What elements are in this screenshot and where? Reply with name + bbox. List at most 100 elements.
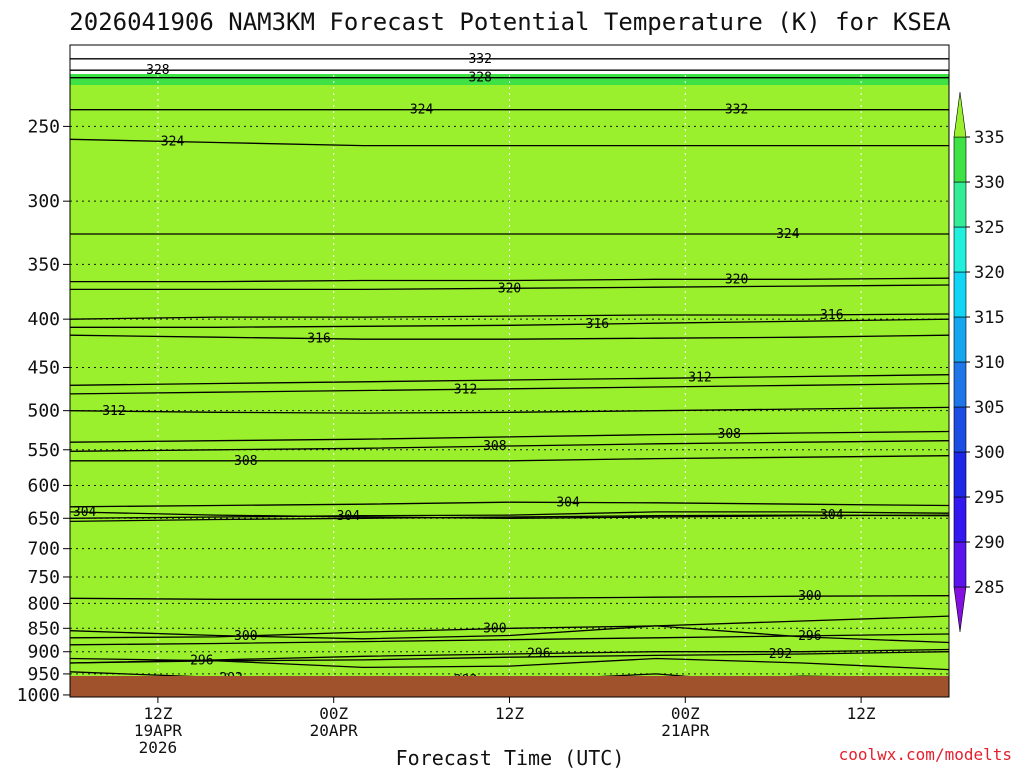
isentrope-312	[70, 382, 949, 395]
isentrope-320	[70, 284, 949, 291]
isentrope-label-316: 316	[307, 332, 330, 347]
colorbar-segment-6	[953, 316, 967, 363]
isentrope-label-320: 320	[725, 272, 748, 287]
x-tick-label-18-0: 00Z	[319, 704, 348, 723]
grid-layer	[70, 45, 949, 697]
colorbar-segment-8	[953, 226, 967, 273]
isentrope-312	[70, 374, 949, 386]
y-tick-label-650: 650	[27, 508, 60, 529]
isentrope-label-332: 332	[725, 103, 748, 118]
isentrope-304	[70, 501, 949, 508]
isentrope-316	[70, 334, 949, 340]
isentrope-label-292: 292	[769, 647, 792, 662]
x-tick-label-42-0: 00Z	[671, 704, 700, 723]
y-tick-label-1000: 1000	[17, 685, 60, 706]
isentrope-296	[70, 648, 949, 664]
isentrope-label-308: 308	[234, 454, 257, 469]
y-tick-label-850: 850	[27, 618, 60, 639]
label-layer: 2882922922922962962963003003003043043043…	[73, 52, 844, 697]
chart-title: 2026041906 NAM3KM Forecast Potential Tem…	[69, 8, 951, 36]
y-tick-label-250: 250	[27, 116, 60, 137]
isentrope-320	[70, 277, 949, 283]
colorbar-segment-0	[953, 586, 967, 633]
colorbar: 285 290 295 300 305 310 315 320 325 330 335	[953, 91, 1005, 633]
isentrope-296	[70, 657, 949, 671]
isentrope-label-300: 300	[234, 629, 257, 644]
isentrope-304	[70, 511, 949, 519]
colorbar-label-315: 315	[974, 308, 1005, 328]
y-tick-label-350: 350	[27, 254, 60, 275]
isentrope-308	[70, 455, 949, 462]
isentrope-label-328: 328	[468, 71, 491, 86]
isentrope-label-324: 324	[161, 135, 185, 150]
isentrope-300	[70, 625, 949, 644]
colorbar-label-320: 320	[974, 263, 1005, 283]
isentrope-label-316: 316	[586, 317, 609, 332]
isentrope-label-304: 304	[820, 508, 844, 523]
isentrope-label-320: 320	[498, 281, 521, 296]
y-tick-label-700: 700	[27, 539, 60, 560]
y-tick-label-950: 950	[27, 664, 60, 685]
y-tick-label-500: 500	[27, 401, 60, 422]
isentrope-label-296: 296	[798, 629, 821, 644]
isentrope-label-328: 328	[146, 63, 169, 78]
isentrope-label-324: 324	[776, 227, 800, 242]
watermark: coolwx.com/modelts	[839, 745, 1012, 764]
isentrope-label-304: 304	[556, 495, 580, 510]
isentrope-300	[70, 615, 949, 639]
isentrope-296	[70, 633, 949, 646]
isentrope-label-300: 300	[798, 589, 821, 604]
y-tick-label-550: 550	[27, 440, 60, 461]
colorbar-label-295: 295	[974, 488, 1005, 508]
isentrope-label-324: 324	[410, 103, 434, 118]
isentrope-label-316: 316	[820, 308, 843, 323]
colorbar-segment-9	[953, 181, 967, 228]
y-tick-label-800: 800	[27, 593, 60, 614]
isentrope-label-304: 304	[73, 505, 97, 520]
isentrope-304	[70, 514, 949, 523]
contour-layer	[70, 58, 949, 697]
isentrope-label-308: 308	[718, 427, 741, 442]
x-tick-label-18-1: 20APR	[310, 721, 359, 740]
isentrope-label-332: 332	[468, 52, 491, 67]
isentrope-312	[70, 406, 949, 414]
y-tick-label-750: 750	[27, 567, 60, 588]
plot-area: 2882922922922962962963003003003043043043…	[70, 45, 949, 697]
colorbar-segment-4	[953, 406, 967, 453]
y-axis: 250 300 350 400 450 500 550 600 650 700 750 800 850 9…	[17, 116, 70, 706]
colorbar-segment-7	[953, 271, 967, 318]
isentrope-label-312: 312	[688, 371, 711, 386]
colorbar-label-335: 335	[974, 128, 1005, 148]
colorbar-segment-2	[953, 496, 967, 543]
colorbar-label-285: 285	[974, 578, 1005, 598]
isentrope-label-304: 304	[337, 509, 361, 524]
colorbar-segment-10	[953, 136, 967, 183]
colorbar-segment-5	[953, 361, 967, 408]
isentrope-label-300: 300	[483, 622, 506, 637]
isentrope-label-312: 312	[454, 382, 477, 397]
fill-layer	[70, 74, 949, 697]
y-tick-label-400: 400	[27, 309, 60, 330]
colorbar-label-330: 330	[974, 173, 1005, 193]
colorbar-label-310: 310	[974, 353, 1005, 373]
x-tick-label-54-0: 12Z	[847, 704, 876, 723]
ground-surface	[70, 676, 949, 697]
x-tick-label-6-1: 19APR	[134, 721, 183, 740]
colorbar-segment-1	[953, 541, 967, 588]
colorbar-label-305: 305	[974, 398, 1005, 418]
y-tick-label-450: 450	[27, 357, 60, 378]
x-tick-label-30-0: 12Z	[495, 704, 524, 723]
x-axis-title: Forecast Time (UTC)	[396, 746, 625, 768]
y-tick-label-900: 900	[27, 642, 60, 663]
colorbar-label-325: 325	[974, 218, 1005, 238]
theta-band-11	[70, 85, 949, 697]
y-tick-label-600: 600	[27, 475, 60, 496]
colorbar-segment-11	[953, 91, 967, 138]
colorbar-segment-3	[953, 451, 967, 498]
isentrope-324	[70, 138, 949, 147]
y-tick-label-300: 300	[27, 191, 60, 212]
x-tick-label-6-2: 2026	[139, 738, 178, 757]
isentrope-label-312: 312	[102, 404, 125, 419]
